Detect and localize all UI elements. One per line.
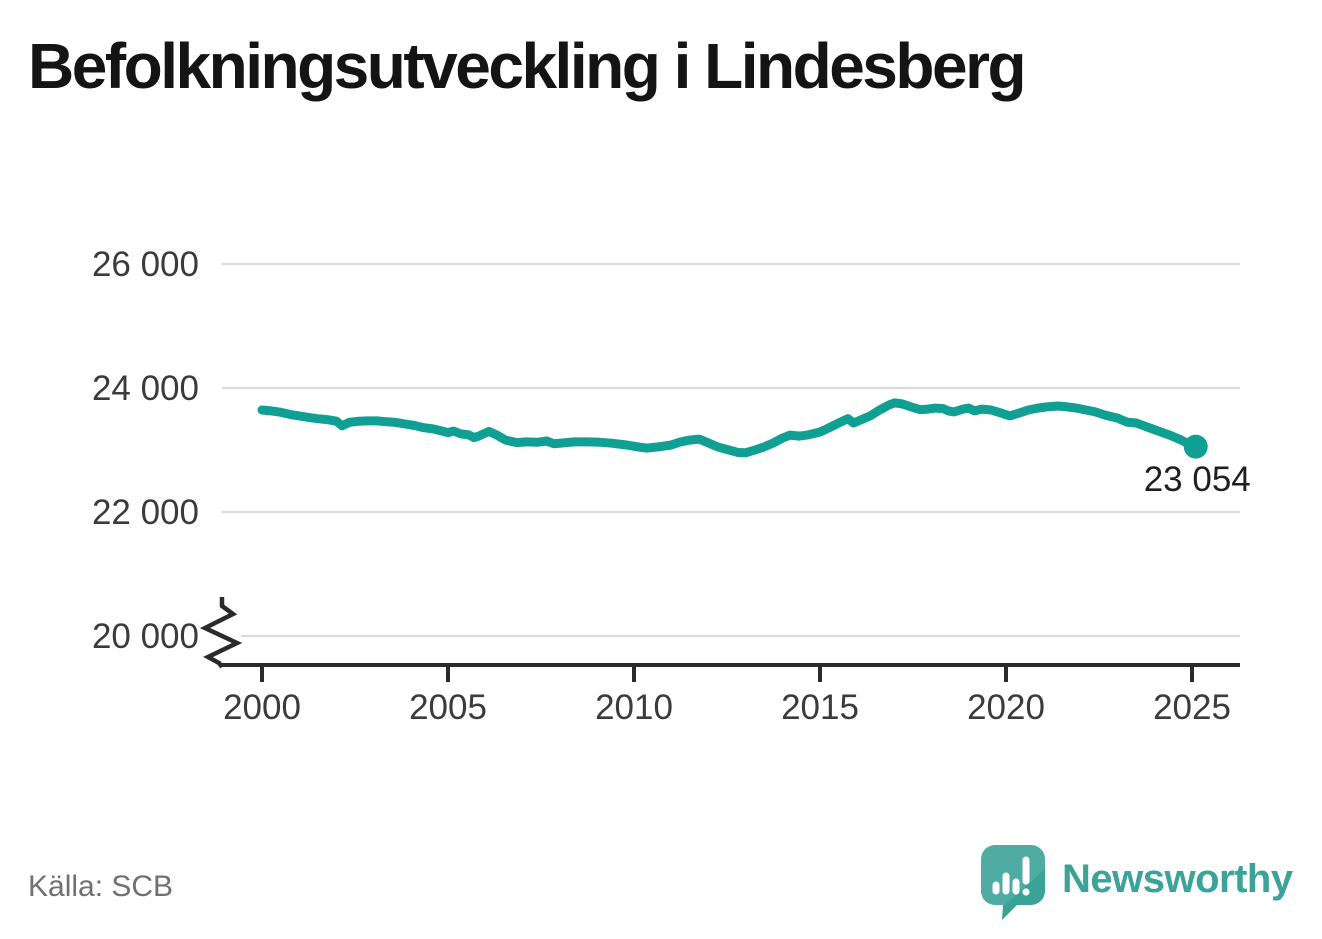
y-axis-tick-label: 20 000 bbox=[92, 617, 199, 656]
latest-point-marker bbox=[1183, 434, 1208, 459]
x-axis-tick-label: 2015 bbox=[781, 688, 859, 727]
y-axis-tick-label: 26 000 bbox=[92, 245, 199, 284]
exclamation-icon-dot bbox=[1022, 888, 1030, 896]
x-axis-tick-label: 2020 bbox=[967, 688, 1045, 727]
x-axis-tick-label: 2025 bbox=[1153, 688, 1231, 727]
x-axis-tick-label: 2010 bbox=[595, 688, 673, 727]
newsworthy-logo-icon bbox=[981, 845, 1045, 920]
y-axis-tick-label: 24 000 bbox=[92, 369, 199, 408]
newsworthy-logo: Newsworthy bbox=[981, 845, 1293, 921]
source-caption: Källa: SCB bbox=[28, 870, 174, 903]
newsworthy-logo-text: Newsworthy bbox=[1062, 857, 1293, 901]
chart-title: Befolkningsutveckling i Lindesberg bbox=[28, 30, 1027, 102]
population-series-line bbox=[257, 398, 1201, 458]
x-axis-tick-label: 2005 bbox=[409, 688, 487, 727]
y-axis-tick-label: 22 000 bbox=[92, 493, 199, 532]
x-axis-tick-label: 2000 bbox=[223, 688, 301, 727]
y-axis-break-icon bbox=[199, 597, 243, 669]
latest-value-label: 23 054 bbox=[1143, 459, 1251, 499]
